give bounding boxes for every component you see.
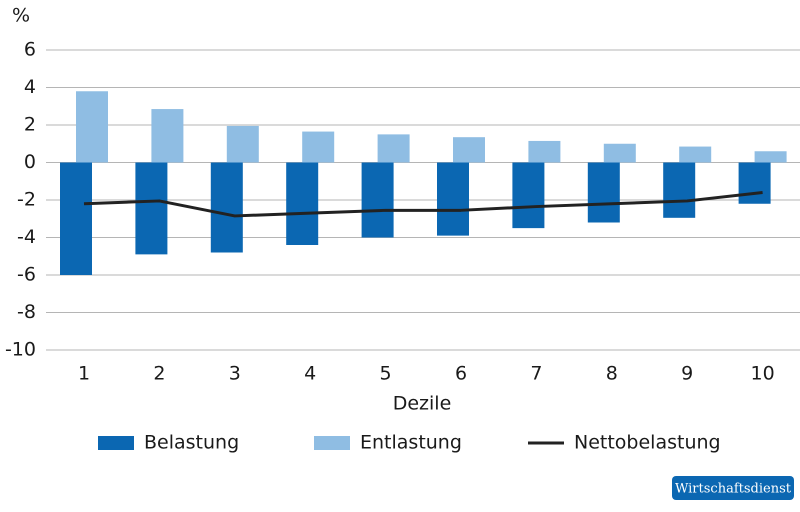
x-tick-label: 2 [153, 363, 165, 385]
bar [587, 162, 620, 223]
x-tick-label: 3 [229, 363, 241, 385]
legend-label: Entlastung [360, 432, 462, 454]
bar [76, 91, 108, 163]
badge: Wirtschaftsdienst [675, 482, 792, 497]
bar [754, 151, 787, 163]
y-tick-label: 2 [24, 114, 36, 136]
x-tick-label: 6 [455, 363, 467, 385]
y-tick-label: -10 [5, 339, 36, 361]
line [83, 191, 763, 218]
y-tick-label: 6 [24, 39, 36, 61]
bar [663, 162, 696, 218]
y-tick-label: -6 [17, 264, 36, 286]
legend-swatch [314, 436, 350, 450]
bar [679, 146, 712, 163]
bar [60, 162, 92, 275]
x-tick-label: 1 [78, 363, 90, 385]
bar [738, 162, 771, 204]
x-tick-label: 5 [380, 363, 392, 385]
y-tick-label: 4 [24, 76, 36, 98]
bar [377, 134, 410, 163]
x-tick-label: 4 [304, 363, 316, 385]
legend-swatch [98, 436, 134, 450]
badge-bg [672, 476, 794, 500]
y-unit: % [12, 5, 30, 27]
bar [512, 162, 545, 229]
bar [361, 162, 394, 238]
y-tick-label: -4 [17, 226, 36, 248]
bar [286, 162, 319, 245]
bar [135, 162, 168, 255]
bar [151, 109, 184, 163]
bar [210, 162, 243, 253]
bar [226, 125, 259, 163]
bar [603, 143, 636, 163]
y-tick-label: -2 [17, 189, 36, 211]
y-tick-label: 0 [24, 151, 36, 173]
x-tick-label: 7 [530, 363, 542, 385]
bar [302, 131, 335, 163]
x-tick-label: 10 [751, 363, 775, 385]
bar [453, 137, 485, 163]
x-axis-label: Dezile [393, 393, 452, 415]
x-tick-label: 8 [606, 363, 618, 385]
y-tick-label: -8 [17, 301, 36, 323]
legend-label: Nettobelastung [574, 432, 721, 454]
x-tick-label: 9 [681, 363, 693, 385]
bar [528, 140, 561, 163]
legend-label: Belastung [144, 432, 239, 454]
bar [437, 162, 469, 236]
